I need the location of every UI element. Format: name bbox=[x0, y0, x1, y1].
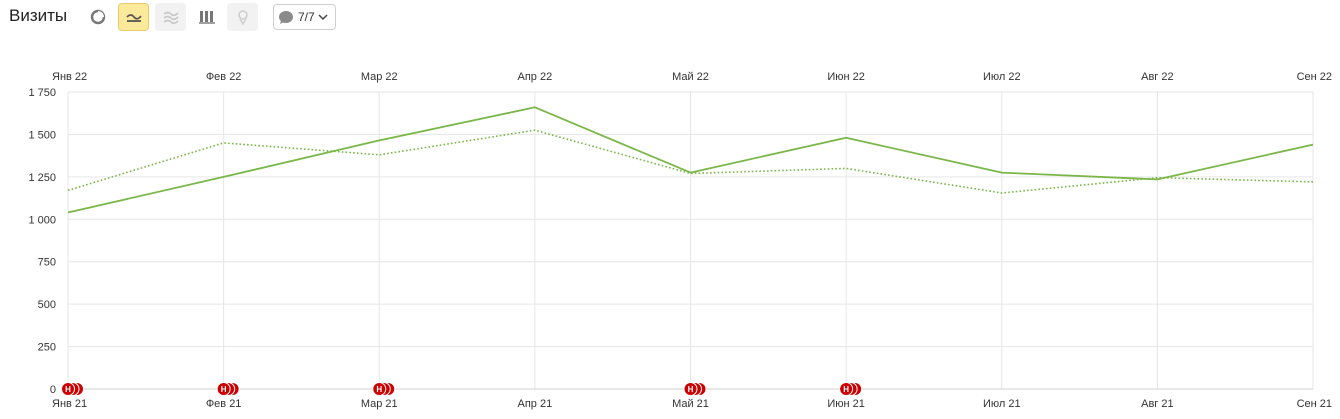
line-chart-button[interactable] bbox=[118, 3, 149, 31]
note-marker-label: Н bbox=[221, 385, 227, 394]
y-tick-label: 1 750 bbox=[28, 87, 56, 99]
map-button[interactable] bbox=[227, 3, 258, 31]
x-top-tick-label: Июн 22 bbox=[827, 71, 865, 83]
report-title: Визиты bbox=[9, 6, 68, 25]
area-chart-icon bbox=[163, 11, 179, 24]
y-tick-label: 0 bbox=[50, 384, 56, 396]
x-top-tick-label: Янв 22 bbox=[52, 71, 87, 83]
chart-toolbar: Визиты bbox=[0, 0, 1340, 40]
current-series-line bbox=[67, 106, 1314, 214]
x-bottom-tick-label: Авг 21 bbox=[1141, 398, 1173, 410]
note-marker-group[interactable]: Н bbox=[216, 382, 240, 396]
note-marker[interactable] bbox=[61, 382, 75, 396]
note-marker-label: Н bbox=[65, 385, 71, 394]
x-top-tick-label: Фев 22 bbox=[206, 71, 242, 83]
note-marker-label: Н bbox=[688, 385, 694, 394]
x-bottom-tick-label: Фев 21 bbox=[206, 398, 242, 410]
note-marker[interactable] bbox=[216, 382, 231, 396]
y-tick-label: 500 bbox=[38, 299, 56, 311]
speech-bubble-icon bbox=[279, 10, 293, 24]
x-bottom-tick-label: Июн 21 bbox=[827, 398, 865, 410]
note-marker[interactable] bbox=[839, 382, 854, 396]
y-tick-label: 1 250 bbox=[28, 172, 56, 184]
x-top-tick-label: Апр 22 bbox=[518, 71, 553, 83]
note-marker-group[interactable]: Н bbox=[372, 382, 396, 396]
x-top-tick-label: Июл 22 bbox=[983, 71, 1021, 83]
map-pin-icon bbox=[237, 10, 248, 25]
x-bottom-tick-label: Май 21 bbox=[672, 398, 709, 410]
x-bottom-tick-label: Янв 21 bbox=[52, 398, 87, 410]
note-marker-group[interactable]: Н bbox=[683, 382, 707, 396]
x-bottom-tick-label: Июл 21 bbox=[983, 398, 1021, 410]
y-tick-label: 1 000 bbox=[28, 214, 56, 226]
bar-chart-icon bbox=[198, 11, 215, 24]
x-bottom-tick-label: Сен 21 bbox=[1297, 398, 1332, 410]
bar-chart-button[interactable] bbox=[191, 3, 222, 31]
note-marker-group[interactable]: Н bbox=[839, 382, 863, 396]
x-top-tick-label: Авг 22 bbox=[1141, 71, 1173, 83]
y-tick-label: 1 500 bbox=[28, 129, 56, 141]
x-bottom-tick-label: Апр 21 bbox=[518, 398, 553, 410]
x-bottom-tick-label: Мар 21 bbox=[361, 398, 398, 410]
line-chart-icon bbox=[125, 14, 142, 22]
note-marker-label: Н bbox=[843, 385, 849, 394]
area-chart-button[interactable] bbox=[155, 3, 186, 31]
comments-dropdown[interactable]: 7/7 bbox=[273, 4, 336, 30]
chevron-down-icon bbox=[318, 13, 328, 20]
note-marker[interactable] bbox=[683, 382, 698, 396]
comments-count: 7/7 bbox=[298, 10, 315, 24]
x-top-tick-label: Сен 22 bbox=[1297, 71, 1332, 83]
x-top-tick-label: Мар 22 bbox=[361, 71, 398, 83]
pie-chart-button[interactable] bbox=[82, 3, 113, 31]
note-marker-group[interactable]: Н bbox=[61, 382, 84, 396]
y-tick-label: 250 bbox=[38, 342, 56, 354]
pie-chart-icon bbox=[90, 9, 105, 25]
note-marker[interactable] bbox=[372, 382, 387, 396]
note-marker-label: Н bbox=[376, 385, 382, 394]
x-top-tick-label: Май 22 bbox=[672, 71, 709, 83]
y-tick-label: 750 bbox=[38, 257, 56, 269]
